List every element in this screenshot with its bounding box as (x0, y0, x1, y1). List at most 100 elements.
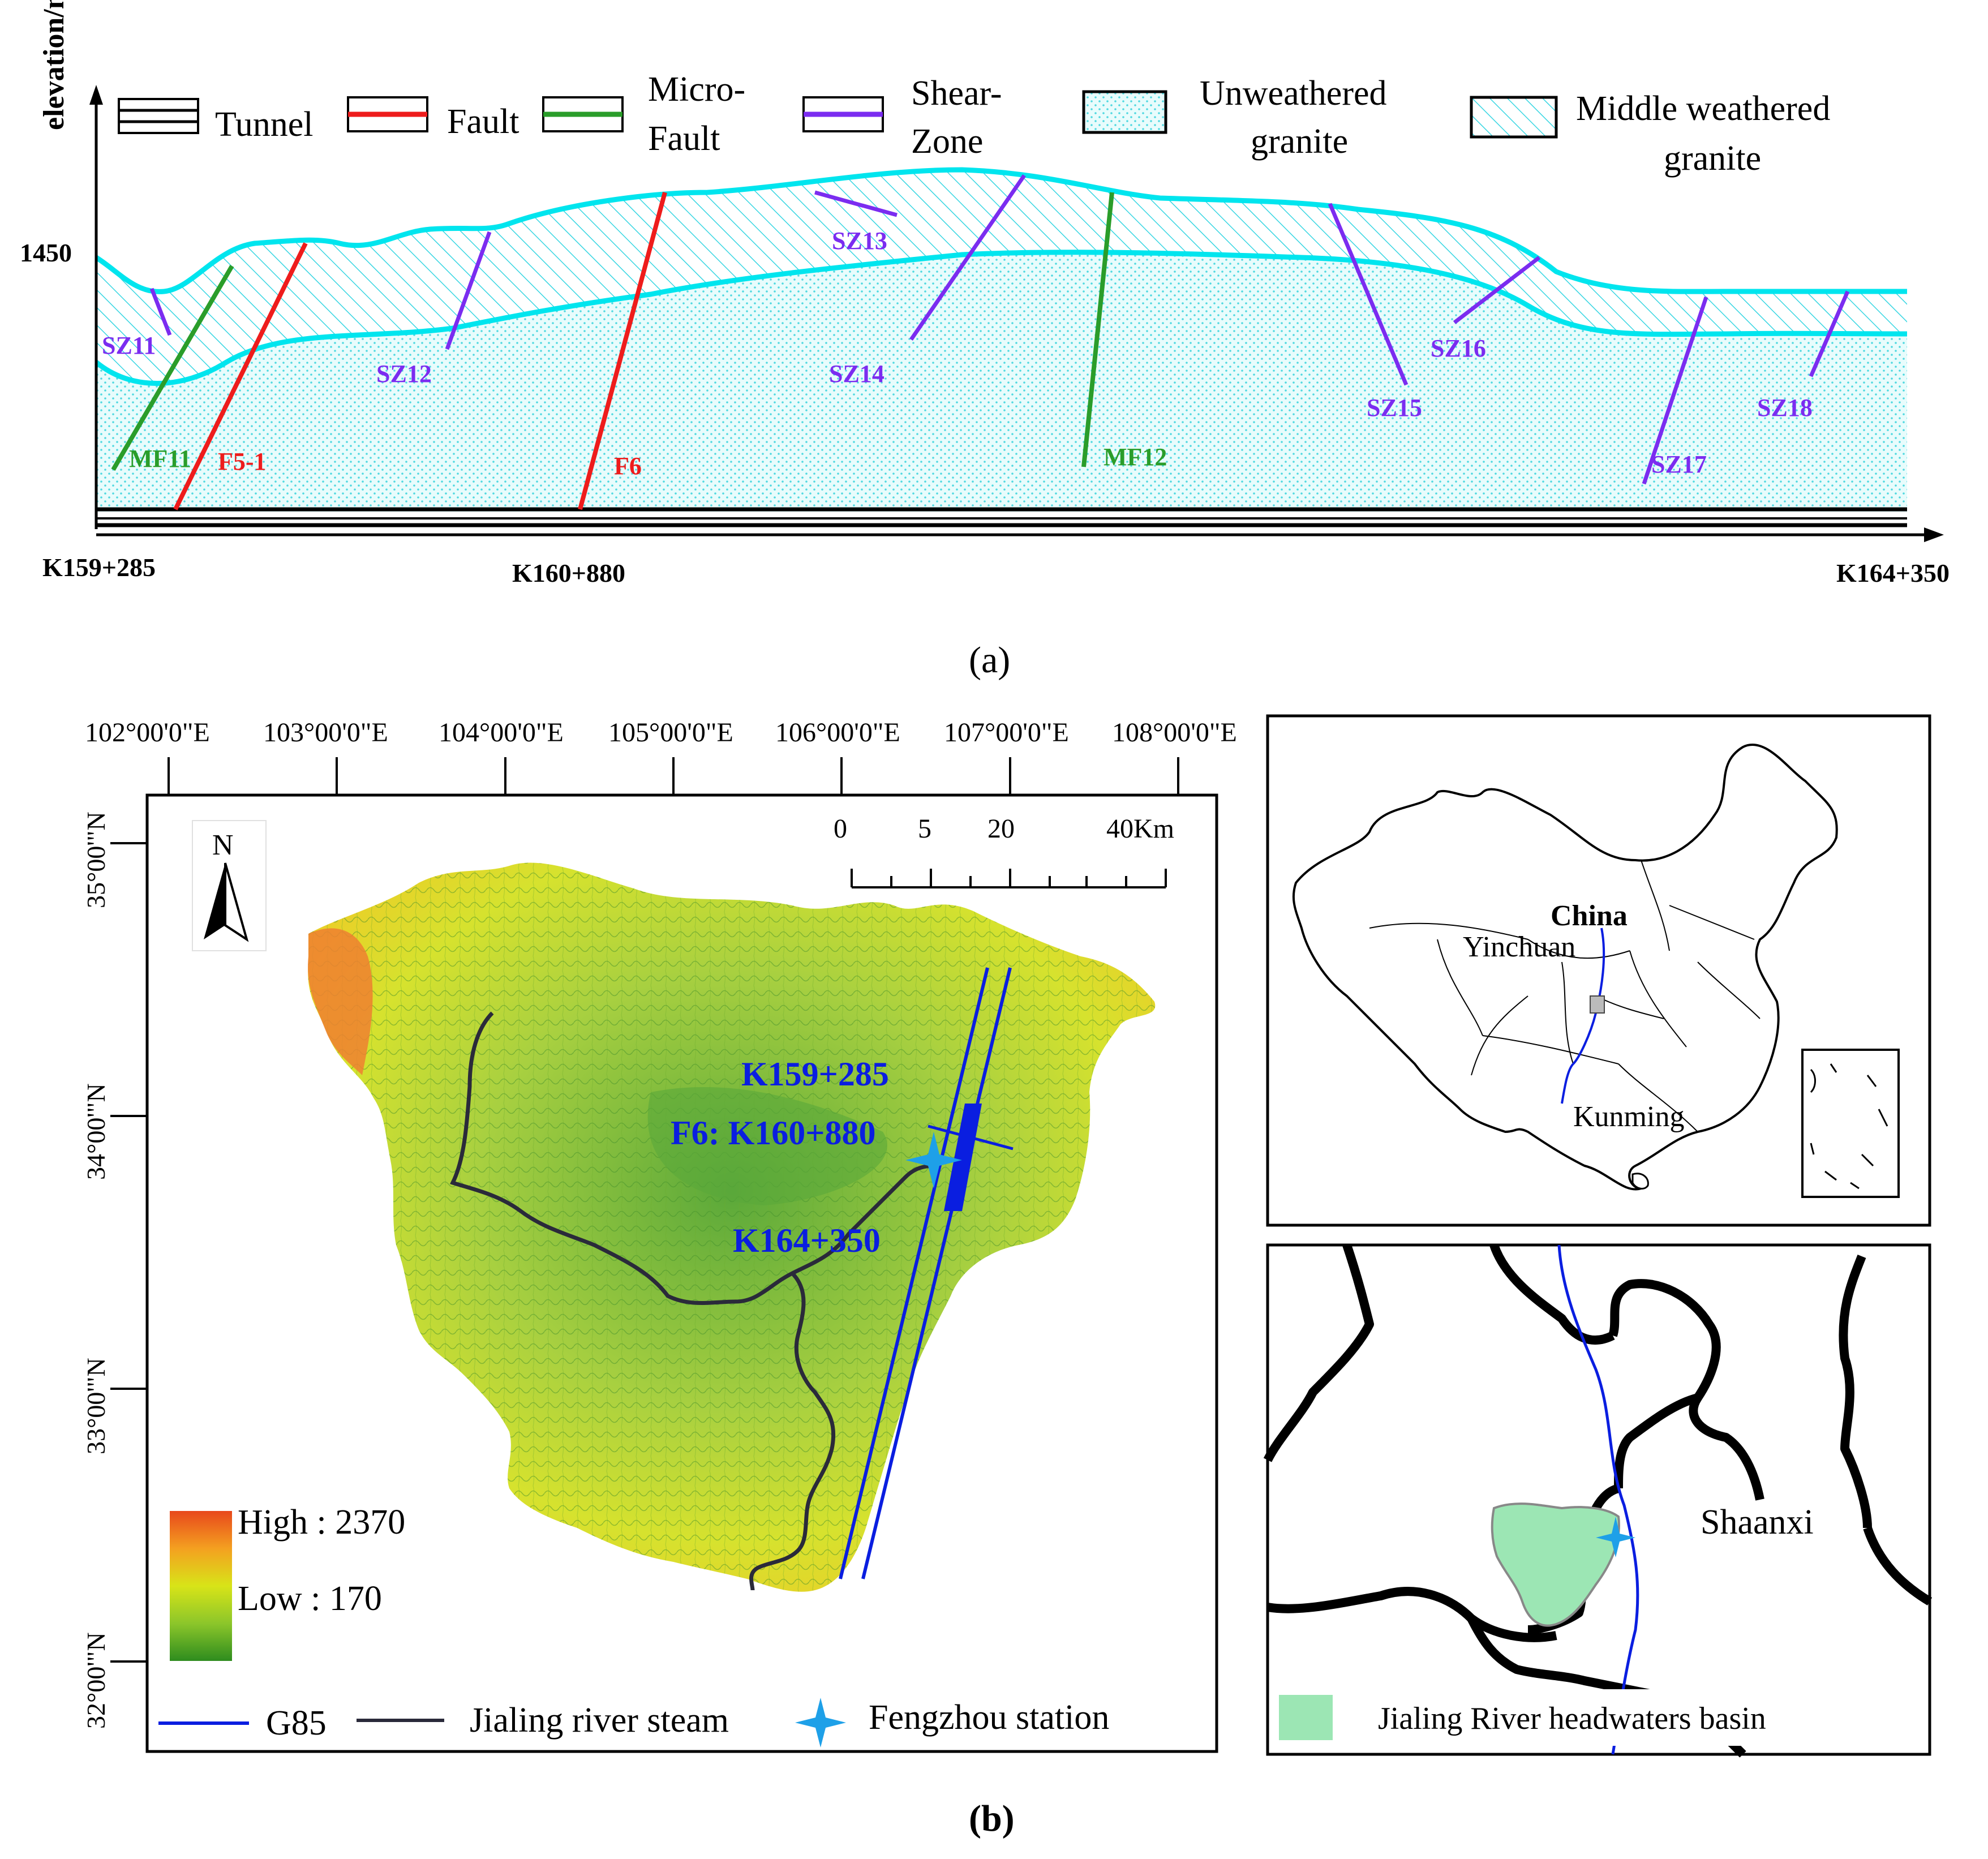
y-tick-1450: 1450 (20, 238, 72, 267)
label-sz16: SZ16 (1431, 334, 1486, 362)
f6-crossing-line (928, 1124, 1014, 1150)
label-sz18: SZ18 (1757, 394, 1813, 422)
tunnel (96, 507, 1907, 527)
legend-middle-weathered-line1: Middle weathered (1576, 89, 1830, 128)
shear-zone-sz16 (1453, 256, 1541, 324)
north-arrow: N (192, 820, 267, 951)
label-sz11: SZ11 (102, 332, 156, 359)
scale-5: 5 (918, 814, 931, 844)
legend-tunnel-label: Tunnel (215, 105, 313, 144)
tunnel-section-highlight (944, 1104, 982, 1211)
hainan-island (1631, 1173, 1649, 1190)
china-label: China (1551, 900, 1628, 932)
lat-34: 34°00'"N (81, 1083, 110, 1180)
china-basin-highlight (1590, 995, 1605, 1014)
yinchuan-label: Yinchuan (1463, 931, 1575, 963)
shear-zone-sz18 (1809, 290, 1850, 377)
south-china-sea-islands (1810, 1063, 1888, 1190)
basin-legend-swatch (1279, 1695, 1333, 1740)
legend-middle-weathered-line2: granite (1664, 139, 1761, 178)
label-sz13: SZ13 (832, 227, 887, 255)
lon-107: 107°00'0"E (944, 718, 1069, 748)
regional-g85-route (1557, 1244, 1639, 1755)
scale-0: 0 (834, 814, 847, 844)
label-sz12: SZ12 (376, 360, 432, 388)
unweathered-granite-area (96, 252, 1907, 512)
ground-surface-line (95, 167, 1907, 294)
fault-f5-1 (173, 242, 308, 510)
study-area-map-panel: 102°00'0"E 103°00'0"E 104°00'0"E 105°00'… (81, 718, 1237, 1839)
shear-zone-sz17 (1642, 296, 1708, 485)
label-sz17: SZ17 (1651, 450, 1707, 478)
g85-route-east (861, 967, 1012, 1579)
shear-zone-sz11 (149, 287, 172, 336)
scale-20: 20 (987, 814, 1015, 844)
x-tick-end: K164+350 (1836, 559, 1950, 587)
lat-32: 32°00'"N (81, 1632, 110, 1729)
latitude-ticks (110, 842, 147, 1663)
lat-35: 35°00'"N (81, 812, 110, 908)
x-axis-arrow (1924, 527, 1944, 542)
low-elevation-zone (647, 1087, 887, 1205)
caption-b: (b) (969, 1798, 1015, 1839)
elevation-high-label: High : 2370 (238, 1503, 405, 1542)
legend-unweathered-line2: granite (1251, 122, 1348, 161)
china-outline (1292, 744, 1838, 1191)
basin-area (1491, 1502, 1620, 1627)
legend-shear-zone-line2: Zone (911, 122, 983, 161)
shaanxi-label: Shaanxi (1701, 1503, 1814, 1542)
x-tick-f6: K160+880 (512, 559, 625, 587)
china-inset-map: China Yinchuan Kunming (1266, 714, 1931, 1227)
elevation-low-label: Low : 170 (238, 1579, 382, 1618)
south-china-sea-inset (1801, 1049, 1900, 1198)
jialing-river (450, 1011, 940, 1591)
shear-zone-sz15 (1328, 203, 1409, 386)
route-label-end: K164+350 (733, 1222, 881, 1259)
lat-33: 33°00'"N (81, 1358, 110, 1454)
middle-weathered-granite-area (96, 170, 1907, 384)
lon-103: 103°00'0"E (263, 718, 388, 748)
caption-a: (a) (969, 639, 1010, 681)
route-label-start: K159+285 (741, 1055, 889, 1093)
lon-108: 108°00'0"E (1112, 718, 1237, 748)
legend-shear-zone-line1: Shear- (911, 74, 1002, 113)
label-f5-1: F5-1 (218, 448, 267, 475)
legend-g85-label: G85 (266, 1704, 327, 1742)
shear-zone-sz13 (814, 190, 898, 217)
shear-zone-sz12 (445, 231, 492, 350)
regional-station-icon (1596, 1517, 1635, 1557)
label-sz15: SZ15 (1367, 394, 1422, 422)
lon-106: 106°00'0"E (775, 718, 900, 748)
fengzhou-station-icon (905, 1132, 962, 1188)
legend-station-icon (795, 1698, 846, 1748)
micro-fault-mf11 (111, 264, 234, 471)
label-mf12: MF12 (1104, 443, 1167, 471)
scale-40km: 40Km (1106, 814, 1174, 844)
north-arrow-label: N (212, 829, 234, 861)
micro-fault-mf12 (1081, 192, 1114, 467)
legend-micro-fault-line2: Fault (648, 119, 720, 158)
lon-102: 102°00'0"E (85, 718, 210, 748)
route-label-f6: F6: K160+880 (671, 1114, 876, 1152)
x-tick-start: K159+285 (42, 553, 156, 582)
shear-zone-sz14 (909, 174, 1026, 341)
g85-route-west (839, 967, 989, 1579)
regional-detail-map: Shaanxi Jialing River headwaters basin (1263, 1243, 1933, 1758)
legend-river-label: Jialing river steam (470, 1701, 729, 1740)
china-jialing-river (1561, 928, 1605, 1104)
legend-station-label: Fengzhou station (869, 1698, 1109, 1737)
legend-fault-label: Fault (447, 102, 519, 141)
longitude-ticks (168, 757, 1179, 795)
lon-104: 104°00'0"E (439, 718, 564, 748)
profile-legend: Tunnel Fault Micro- Fault Shear- Zone Un… (118, 70, 1830, 178)
elevation-color-ramp (170, 1511, 232, 1661)
kunming-label: Kunming (1573, 1101, 1684, 1133)
y-axis-arrow (89, 85, 103, 105)
elevation-texture (308, 862, 1156, 1592)
geological-profile-panel: SZ11 SZ12 SZ13 SZ14 SZ15 SZ16 SZ17 SZ18 … (20, 0, 1950, 681)
high-elevation-zone (308, 928, 373, 1075)
fault-f6 (578, 191, 667, 510)
legend-unweathered-line1: Unweathered (1200, 74, 1387, 113)
label-mf11: MF11 (129, 445, 191, 473)
